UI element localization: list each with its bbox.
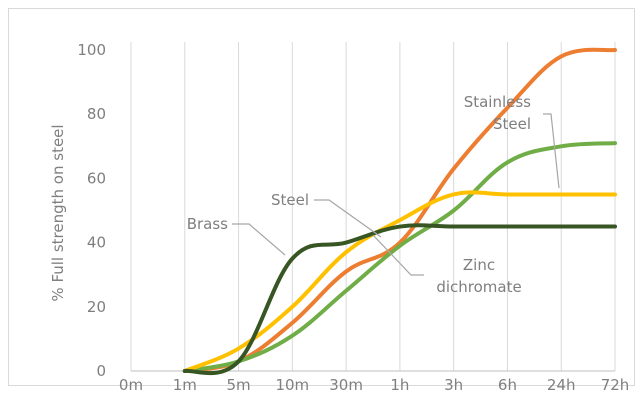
y-tick-label: 80 <box>87 105 106 123</box>
y-tick-label: 20 <box>87 298 106 316</box>
y-tick-label: 60 <box>87 169 106 187</box>
leader-line-zinc-dichromate <box>372 234 424 276</box>
leader-line-brass <box>232 223 286 256</box>
axes: 0m 1m 5m 10m 30m 1h 3h 6h 24h 72h 0 20 40 60 80 100 <box>77 41 629 394</box>
x-tick-label: 72h <box>601 376 630 394</box>
y-tick-label: 0 <box>96 362 106 380</box>
x-tick-label: 24h <box>547 376 576 394</box>
x-tick-label: 10m <box>275 376 309 394</box>
annotation-label-brass: Brass <box>187 215 228 233</box>
x-tick-label: 5m <box>226 376 250 394</box>
series-line-stainless-steel <box>182 47 617 373</box>
annotation-label-stainless-steel: Stainless <box>464 93 531 111</box>
annotation-label-steel: Steel <box>271 191 309 209</box>
series-annotations: Brass Steel Zinc dichromate Stainless Steel <box>187 93 560 296</box>
gridlines <box>130 42 616 371</box>
x-tick-label: 6h <box>498 376 517 394</box>
y-tick-label: 100 <box>77 41 106 59</box>
series-lines <box>182 47 617 376</box>
annotation-label-stainless-steel: Steel <box>493 115 531 133</box>
y-tick-label: 40 <box>87 234 106 252</box>
x-tick-label: 0m <box>119 376 143 394</box>
x-tick-label: 3h <box>444 376 463 394</box>
x-tick-label: 1h <box>390 376 409 394</box>
leader-line-stainless-steel <box>543 113 560 189</box>
y-axis-label: % Full strength on steel <box>49 124 67 301</box>
series-line-brass <box>182 223 617 376</box>
chart-frame <box>8 8 635 386</box>
series-line-zinc-dichromate <box>182 141 617 373</box>
annotation-label-zinc-dichromate: dichromate <box>436 278 521 296</box>
x-tick-label: 1m <box>173 376 197 394</box>
x-tick-label: 30m <box>329 376 363 394</box>
leader-line-steel <box>314 199 382 238</box>
annotation-label-zinc-dichromate: Zinc <box>463 256 495 274</box>
